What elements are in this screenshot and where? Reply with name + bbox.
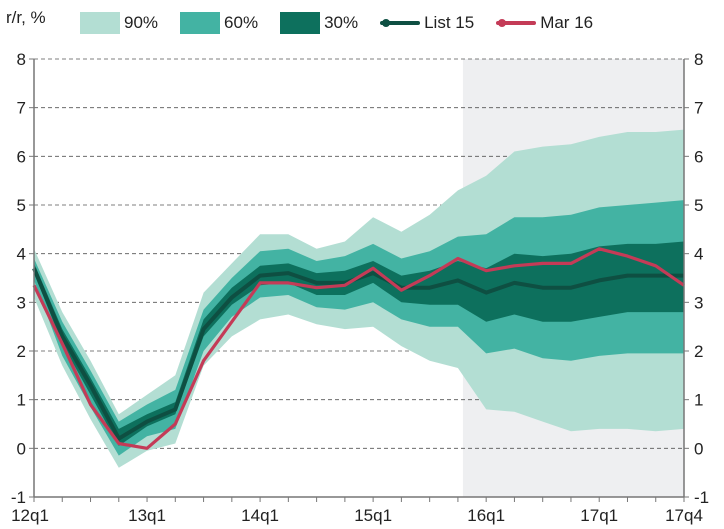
x-tick-label: 17q1: [580, 506, 618, 525]
y-tick-label-right: 8: [694, 50, 703, 69]
legend-swatch-mar16: [496, 12, 537, 34]
legend-item-60: 60%: [180, 12, 258, 34]
y-tick-label-left: 6: [17, 147, 26, 166]
x-tick-label: 17q4: [665, 506, 703, 525]
y-tick-label-right: 4: [694, 245, 703, 264]
y-tick-label-right: 6: [694, 147, 703, 166]
y-tick-label-right: 0: [694, 439, 703, 458]
x-tick-label: 14q1: [241, 506, 279, 525]
y-tick-label-left: 4: [17, 245, 26, 264]
legend-label-60: 60%: [224, 13, 259, 32]
y-tick-label-right: 2: [694, 342, 703, 361]
legend-label-mar16: Mar 16: [540, 13, 594, 32]
y-tick-label-left: 1: [17, 391, 26, 410]
y-tick-label-left: 3: [17, 293, 26, 312]
y-tick-label-left: 0: [17, 439, 26, 458]
x-tick-label: 12q1: [11, 506, 49, 525]
y-tick-label-left: 7: [17, 99, 26, 118]
legend-label-30: 30%: [324, 13, 359, 32]
y-tick-label-left: -1: [11, 488, 26, 507]
legend: 90% 60% 30% List 15 Mar 16: [80, 12, 615, 34]
y-tick-label-right: 7: [694, 99, 703, 118]
x-tick-label: 16q1: [467, 506, 505, 525]
legend-swatch-90: [80, 12, 120, 34]
legend-item-90: 90%: [80, 12, 158, 34]
y-tick-label-right: 5: [694, 196, 703, 215]
legend-item-mar16: Mar 16: [496, 12, 593, 34]
x-tick-label: 13q1: [128, 506, 166, 525]
series-line-mar-16: [32, 247, 685, 450]
y-tick-label-left: 2: [17, 342, 26, 361]
y-tick-label-right: 1: [694, 391, 703, 410]
y-tick-label-left: 5: [17, 196, 26, 215]
y-tick-label-left: 8: [17, 50, 26, 69]
legend-label-list15: List 15: [424, 13, 475, 32]
legend-item-30: 30%: [280, 12, 358, 34]
y-tick-label-right: -1: [694, 488, 709, 507]
legend-label-90: 90%: [124, 13, 159, 32]
legend-swatch-list15: [380, 12, 421, 34]
unit-label: r/r, %: [6, 8, 46, 27]
legend-swatch-30: [280, 12, 321, 34]
y-tick-label-right: 3: [694, 293, 703, 312]
legend-item-list15: List 15: [380, 12, 474, 34]
legend-swatch-60: [180, 12, 221, 34]
x-tick-label: 15q1: [354, 506, 392, 525]
fan-band-30pct: [34, 241, 684, 446]
